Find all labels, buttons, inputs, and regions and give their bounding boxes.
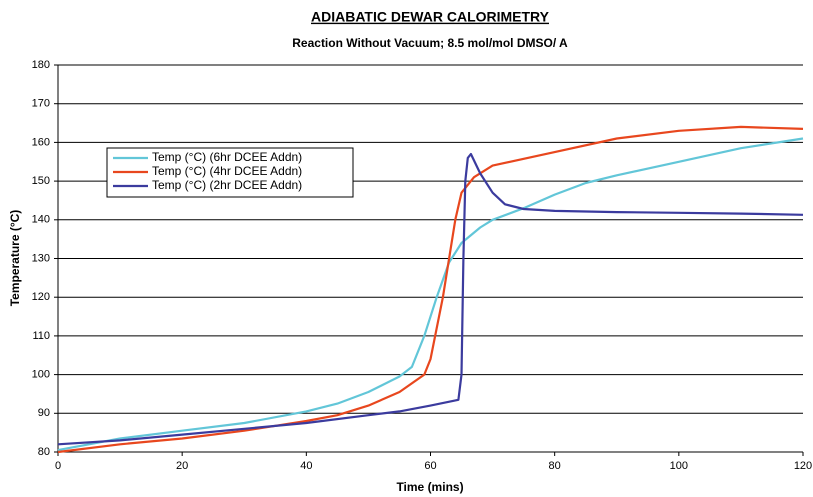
y-tick-label: 160 <box>32 136 50 148</box>
y-tick-label: 130 <box>32 252 50 264</box>
x-axis-label: Time (mins) <box>396 480 463 494</box>
y-tick-label: 140 <box>32 214 50 226</box>
legend-label: Temp (°C) (2hr DCEE Addn) <box>152 178 302 192</box>
y-tick-label: 170 <box>32 98 50 110</box>
y-tick-label: 80 <box>38 446 50 458</box>
x-tick-label: 100 <box>670 460 688 472</box>
series-line <box>57 125 804 454</box>
x-tick-label: 20 <box>176 460 188 472</box>
y-tick-label: 150 <box>32 175 50 187</box>
chart-subtitle: Reaction Without Vacuum; 8.5 mol/mol DMS… <box>292 36 568 50</box>
series-line <box>57 137 804 452</box>
x-tick-label: 0 <box>55 460 61 472</box>
y-tick-label: 180 <box>32 59 50 71</box>
x-tick-label: 60 <box>424 460 436 472</box>
y-tick-label: 120 <box>32 291 50 303</box>
series-line <box>57 152 804 446</box>
legend-label: Temp (°C) (4hr DCEE Addn) <box>152 164 302 178</box>
x-tick-label: 40 <box>300 460 312 472</box>
y-tick-label: 100 <box>32 369 50 381</box>
y-axis-label: Temperature (°C) <box>8 210 22 307</box>
legend-label: Temp (°C) (6hr DCEE Addn) <box>152 150 302 164</box>
x-tick-label: 120 <box>794 460 812 472</box>
x-tick-label: 80 <box>549 460 561 472</box>
chart-title: ADIABATIC DEWAR CALORIMETRY <box>311 9 550 25</box>
y-tick-label: 110 <box>32 330 50 342</box>
y-tick-label: 90 <box>38 407 50 419</box>
